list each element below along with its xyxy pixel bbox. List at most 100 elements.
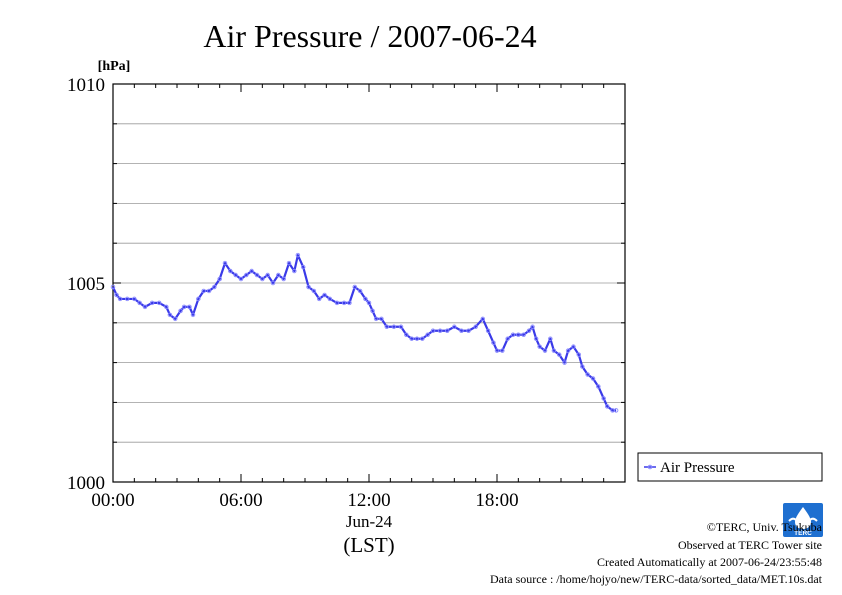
x-tick-label-1200: 12:00 xyxy=(347,490,390,511)
data-point-23 xyxy=(233,272,238,278)
data-point-15 xyxy=(190,312,196,318)
terc-drop-logo-icon: TERC xyxy=(783,503,823,537)
data-point-65 xyxy=(466,328,471,334)
terc-logo: TERC xyxy=(783,503,823,542)
data-point-8 xyxy=(156,300,162,306)
data-point-81 xyxy=(548,336,553,341)
data-point-40 xyxy=(322,292,327,298)
data-point-21 xyxy=(222,260,228,266)
data-point-61 xyxy=(437,328,443,334)
data-point-60 xyxy=(430,328,436,334)
plot-area-frame xyxy=(112,83,626,483)
data-point-7 xyxy=(149,300,155,306)
x-tick-marks: 00:00 06:00 12:00 18:00 xyxy=(91,84,626,511)
data-point-20 xyxy=(217,276,222,282)
data-point-87 xyxy=(576,352,582,357)
data-point-58 xyxy=(420,336,425,341)
legend-box xyxy=(637,452,823,482)
chart-title: Air Pressure / 2007-06-24 xyxy=(203,18,536,54)
footer-created: Created Automatically at 2007-06-24/23:5… xyxy=(597,555,822,569)
x-tick-label-0600: 06:00 xyxy=(219,490,262,511)
data-point-0 xyxy=(110,284,116,290)
data-point-92 xyxy=(601,396,606,401)
data-point-9 xyxy=(164,304,169,310)
data-point-38 xyxy=(311,288,317,294)
data-point-34 xyxy=(292,268,297,274)
data-point-2 xyxy=(117,296,123,302)
data-point-73 xyxy=(510,332,516,337)
data-point-3 xyxy=(124,296,130,302)
data-point-44 xyxy=(347,300,352,306)
data-point-88 xyxy=(580,364,585,369)
data-point-57 xyxy=(414,336,420,341)
data-point-17 xyxy=(201,288,206,294)
data-point-33 xyxy=(286,260,292,266)
data-point-84 xyxy=(562,360,567,365)
legend-entry-air-pressure: Air Pressure xyxy=(660,460,735,476)
data-point-48 xyxy=(366,300,372,306)
data-point-29 xyxy=(265,272,270,278)
data-point-39 xyxy=(316,296,322,302)
x-axis-date-label: Jun-24 xyxy=(346,512,393,531)
data-point-28 xyxy=(260,276,265,282)
data-point-10 xyxy=(167,312,173,318)
x-axis-label: (LST) xyxy=(343,533,394,557)
y-tick-marks: 1000 1005 1010 xyxy=(67,75,625,494)
data-point-49 xyxy=(370,308,375,314)
data-point-14 xyxy=(187,304,192,310)
terc-logo-text: TERC xyxy=(794,530,812,537)
data-point-5 xyxy=(137,300,142,306)
data-point-42 xyxy=(334,300,340,306)
data-point-77 xyxy=(530,324,535,330)
footer-data-source: Data source : /home/hojyo/new/TERC-data/… xyxy=(489,572,822,586)
data-point-71 xyxy=(500,348,505,353)
data-point-50 xyxy=(373,316,379,322)
data-point-30 xyxy=(270,280,276,286)
data-point-69 xyxy=(491,340,496,345)
x-tick-label-0000: 00:00 xyxy=(91,490,134,511)
data-point-54 xyxy=(398,324,404,330)
legend: Air Pressure xyxy=(637,452,823,482)
data-point-36 xyxy=(300,264,306,270)
data-point-56 xyxy=(409,336,414,341)
data-point-95 xyxy=(613,408,619,413)
data-point-24 xyxy=(238,276,244,282)
data-point-78 xyxy=(533,336,539,341)
data-point-91 xyxy=(596,384,601,389)
data-point-76 xyxy=(526,328,532,334)
data-point-13 xyxy=(181,304,187,310)
data-point-43 xyxy=(341,300,347,306)
data-point-41 xyxy=(327,296,333,302)
grid-lines xyxy=(113,123,625,443)
series-line-0 xyxy=(111,254,617,412)
data-point-1 xyxy=(114,292,119,298)
data-point-89 xyxy=(585,372,590,377)
data-point-19 xyxy=(212,284,217,290)
y-axis-unit-label: [hPa] xyxy=(98,59,131,74)
data-point-32 xyxy=(281,276,286,282)
y-tick-label-1000: 1000 xyxy=(67,473,105,494)
data-point-47 xyxy=(363,296,368,302)
data-point-59 xyxy=(425,332,430,337)
data-point-4 xyxy=(132,296,137,302)
data-point-85 xyxy=(565,348,571,353)
y-tick-label-1005: 1005 xyxy=(67,274,105,295)
data-point-52 xyxy=(384,324,390,330)
data-point-79 xyxy=(537,344,542,349)
legend-marker-swatch xyxy=(647,464,653,470)
footer-observed: Observed at TERC Tower site xyxy=(677,538,822,552)
data-point-25 xyxy=(244,272,249,278)
data-point-63 xyxy=(452,324,457,330)
data-point-80 xyxy=(542,348,548,353)
data-point-62 xyxy=(444,328,450,334)
footer-copyright: ©TERC, Univ. Tsukuba xyxy=(706,520,822,534)
data-point-27 xyxy=(254,272,260,278)
data-point-11 xyxy=(172,316,178,322)
data-point-16 xyxy=(196,296,201,302)
data-point-83 xyxy=(556,352,562,357)
data-point-74 xyxy=(516,332,521,337)
data-point-55 xyxy=(404,332,409,337)
data-point-90 xyxy=(590,376,596,381)
data-point-70 xyxy=(494,348,500,353)
